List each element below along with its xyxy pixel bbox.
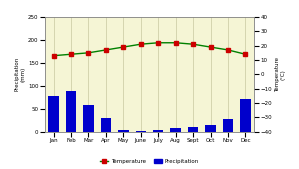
Legend: Temperature, Precipitation: Temperature, Precipitation — [98, 157, 201, 166]
Bar — [66, 91, 76, 132]
Y-axis label: Temperature
(°C): Temperature (°C) — [275, 57, 286, 92]
Bar — [101, 118, 111, 132]
Bar — [135, 131, 146, 132]
Bar — [153, 130, 164, 132]
Bar — [223, 119, 233, 132]
Bar — [48, 96, 59, 132]
Y-axis label: Precipitation
(mm): Precipitation (mm) — [15, 57, 25, 91]
Bar — [205, 125, 216, 132]
Bar — [170, 128, 181, 132]
Bar — [118, 129, 129, 132]
Bar — [83, 105, 94, 132]
Bar — [188, 127, 198, 132]
Bar — [240, 99, 251, 132]
